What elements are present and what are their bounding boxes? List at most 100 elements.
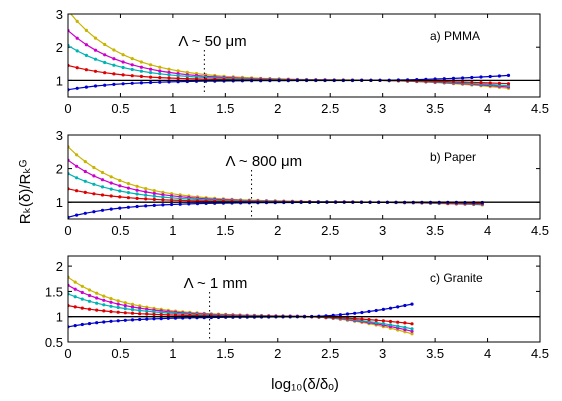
x-tick-label: 3.5 — [426, 223, 444, 238]
data-point — [149, 75, 153, 79]
data-point — [470, 80, 474, 84]
data-point — [176, 69, 180, 73]
data-point — [83, 160, 87, 164]
panel-label: b) Paper — [430, 150, 476, 164]
x-tick-label: 0 — [64, 223, 71, 238]
data-point — [167, 67, 171, 71]
data-point — [170, 196, 174, 200]
data-point — [506, 82, 511, 86]
data-point — [93, 69, 98, 73]
data-point — [135, 192, 139, 196]
data-point — [130, 308, 135, 312]
data-point — [112, 82, 116, 86]
data-point — [396, 324, 400, 328]
data-point — [83, 169, 87, 174]
data-point — [170, 198, 174, 202]
data-point — [497, 74, 501, 78]
data-point — [135, 196, 139, 200]
x-tick-label: 0.5 — [111, 223, 129, 238]
scale-annotation: Λ ~ 50 μm — [178, 33, 246, 50]
data-point — [403, 330, 407, 334]
data-point — [442, 77, 446, 81]
data-point — [158, 76, 162, 80]
y-axis-label: Rₖ(δ)/Rₖᴳ — [17, 159, 34, 224]
data-point — [102, 309, 106, 313]
x-tick-label: 3 — [379, 223, 386, 238]
data-point — [152, 194, 156, 198]
data-point — [112, 57, 116, 61]
panel-label: a) PMMA — [430, 29, 480, 43]
y-tick-label: 2 — [56, 259, 63, 274]
x-tick-label: 4 — [484, 101, 491, 116]
data-point — [109, 297, 113, 301]
data-point — [176, 74, 180, 78]
x-tick-label: 4.5 — [531, 223, 549, 238]
data-point — [100, 193, 105, 197]
data-point — [130, 81, 134, 85]
data-point — [360, 317, 364, 321]
scale-annotation: Λ ~ 1 mm — [184, 275, 248, 292]
data-point — [118, 195, 122, 199]
data-point — [116, 305, 120, 310]
data-point — [80, 322, 84, 327]
y-tick-label: 3 — [56, 128, 63, 143]
data-point — [73, 324, 77, 328]
data-point — [353, 317, 357, 321]
data-point — [95, 308, 99, 312]
data-point — [103, 83, 107, 87]
series-line-3 — [68, 293, 413, 330]
data-point — [479, 75, 483, 79]
x-tick-label: 4 — [484, 223, 491, 238]
data-point — [173, 313, 178, 317]
chart-panel-3: 0 0.5 1 1.5 2 2.5 3 3.5 4 4.50.511.52Λ ~ 1 mm c) G… — [45, 255, 549, 361]
data-point — [75, 49, 79, 53]
data-point — [73, 305, 77, 309]
data-point — [126, 186, 130, 190]
data-point — [403, 325, 407, 329]
data-point — [73, 280, 77, 284]
x-tick-label: 3 — [379, 346, 386, 361]
data-point — [152, 191, 156, 195]
data-point — [139, 74, 143, 78]
x-tick-label: 1.5 — [216, 346, 234, 361]
data-point — [109, 304, 113, 308]
data-point — [161, 195, 165, 199]
data-point — [138, 304, 142, 308]
data-point — [121, 73, 125, 77]
data-point — [488, 81, 492, 85]
data-point — [360, 310, 364, 315]
data-point — [506, 73, 511, 77]
data-point — [112, 63, 116, 67]
data-point — [161, 198, 165, 202]
data-point — [92, 192, 96, 196]
y-tick-label: 1 — [56, 73, 63, 88]
data-point — [178, 198, 182, 202]
data-point — [100, 178, 105, 182]
data-point — [139, 81, 143, 85]
data-point — [167, 73, 171, 77]
x-tick-label: 1 — [169, 101, 176, 116]
data-point — [118, 189, 122, 193]
data-point — [353, 311, 357, 315]
data-point — [109, 300, 113, 304]
data-point — [144, 190, 148, 194]
data-point — [166, 316, 170, 320]
data-point — [102, 303, 106, 307]
data-point — [95, 291, 99, 295]
data-point — [130, 305, 135, 309]
data-point — [185, 70, 189, 74]
data-point — [139, 69, 143, 73]
data-point — [92, 174, 96, 178]
data-point — [103, 60, 107, 65]
data-point — [388, 323, 393, 327]
data-point — [161, 203, 165, 207]
data-point — [100, 170, 105, 175]
data-point — [135, 188, 139, 192]
data-point — [93, 84, 98, 88]
x-tick-label: 3 — [379, 101, 386, 116]
y-tick-label: 3 — [56, 7, 63, 22]
x-tick-label: 2 — [274, 101, 281, 116]
series-line-1 — [70, 14, 509, 89]
data-point — [75, 153, 79, 157]
data-point — [109, 181, 113, 185]
